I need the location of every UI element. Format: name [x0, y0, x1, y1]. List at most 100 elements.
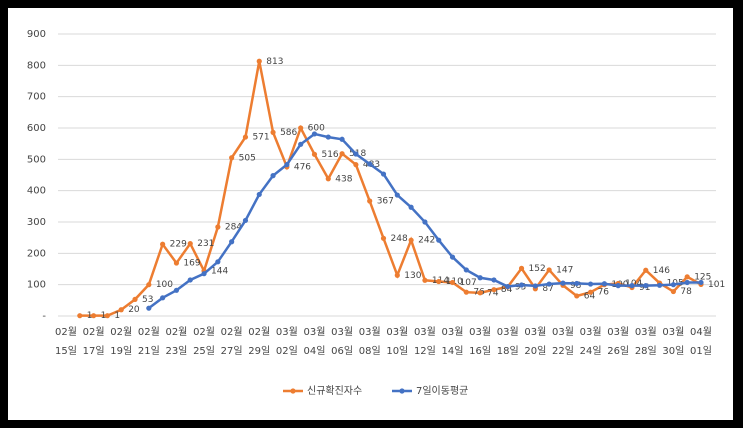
y-tick-label: 800 — [27, 60, 46, 71]
x-tick-label: 03월 20일 — [524, 326, 546, 357]
data-label: 438 — [335, 174, 352, 184]
data-label: 476 — [294, 162, 311, 172]
data-point — [201, 271, 207, 277]
data-point — [132, 296, 138, 302]
data-point — [394, 272, 400, 278]
x-tick-label: 02월 19일 — [110, 326, 132, 357]
y-tick-label: 200 — [27, 248, 46, 259]
data-point — [422, 219, 428, 225]
data-point — [91, 313, 97, 319]
y-tick-label: 700 — [27, 92, 46, 103]
data-point — [629, 283, 635, 289]
data-label: 91 — [639, 283, 650, 293]
data-point — [670, 288, 676, 295]
data-point — [298, 125, 304, 131]
data-label: 242 — [418, 236, 435, 246]
x-tick-label: 03월 28일 — [635, 326, 657, 357]
data-point — [380, 235, 387, 241]
y-tick-label: 300 — [27, 217, 46, 228]
legend-label: 신규확진자수 — [307, 385, 362, 397]
data-point — [505, 283, 511, 290]
data-label: 125 — [694, 272, 711, 282]
data-label: 84 — [501, 285, 513, 295]
legend-marker — [399, 388, 405, 394]
x-tick-label: 03월 02일 — [276, 326, 298, 357]
data-point — [353, 151, 359, 157]
chart-area — [8, 8, 733, 420]
y-tick-label: 900 — [27, 29, 46, 40]
x-tick-label: 02월 25일 — [193, 326, 215, 357]
data-point — [256, 58, 262, 64]
x-tick-label: 03월 12일 — [414, 326, 436, 357]
data-point — [339, 151, 345, 157]
data-point — [270, 129, 276, 135]
data-point — [684, 274, 690, 280]
data-point — [325, 176, 331, 182]
x-tick-label: 03월 18일 — [497, 326, 519, 357]
x-tick-label: 03월 04일 — [304, 326, 326, 357]
x-tick-label: 02월 21일 — [138, 326, 160, 357]
data-label: 284 — [225, 223, 242, 233]
data-point — [215, 259, 221, 265]
data-label: 231 — [197, 239, 214, 249]
x-tick-label: 03월 14일 — [442, 326, 464, 357]
data-point — [311, 151, 318, 157]
data-point — [587, 289, 594, 295]
x-tick-label: 03월 16일 — [469, 326, 491, 357]
data-point — [436, 278, 442, 285]
data-label: 74 — [487, 288, 499, 298]
data-label: 248 — [391, 234, 408, 244]
data-point — [367, 161, 373, 167]
x-tick-label: 02월 27일 — [221, 326, 243, 357]
data-point — [615, 283, 621, 289]
data-point — [491, 277, 497, 283]
data-point — [684, 279, 690, 286]
x-tick-label: 03월 22일 — [552, 326, 574, 357]
data-point — [670, 282, 676, 288]
x-tick-label: 03월 30일 — [662, 326, 684, 357]
data-label: 107 — [460, 278, 477, 288]
x-tick-label: 03월 10일 — [386, 326, 408, 357]
data-label: 813 — [266, 57, 283, 67]
data-point — [463, 289, 469, 295]
series-line — [79, 61, 702, 317]
x-tick-label: 03월 24일 — [580, 326, 602, 357]
data-label: 100 — [156, 280, 173, 290]
data-point — [339, 136, 345, 142]
data-point — [187, 277, 193, 283]
data-point — [698, 279, 704, 286]
data-point — [518, 265, 525, 271]
data-point — [491, 287, 497, 293]
data-label: 20 — [128, 305, 140, 315]
data-label: 64 — [584, 291, 596, 301]
data-point — [394, 192, 400, 198]
data-point — [242, 217, 249, 224]
data-point — [118, 307, 124, 313]
data-label: 516 — [321, 150, 338, 160]
data-label: 1 — [114, 311, 120, 321]
data-point — [574, 280, 580, 287]
x-tick-label: 03월 26일 — [607, 326, 629, 357]
x-tick-label: 03월 08일 — [359, 326, 381, 357]
data-label: 152 — [529, 264, 546, 274]
data-point — [242, 134, 249, 140]
data-point — [518, 282, 525, 288]
data-point — [449, 254, 456, 260]
data-label: 147 — [556, 265, 573, 275]
data-point — [560, 280, 566, 286]
data-point — [256, 191, 262, 198]
data-point — [77, 313, 83, 319]
data-point — [436, 237, 442, 243]
data-point — [532, 283, 538, 289]
data-label: 571 — [252, 133, 269, 143]
data-point — [546, 281, 552, 287]
data-point — [408, 204, 414, 210]
data-point — [477, 275, 483, 281]
data-point — [325, 134, 331, 140]
y-tick-label: 400 — [27, 186, 46, 197]
data-point — [408, 237, 414, 243]
y-tick-label: - — [42, 311, 46, 322]
data-label: 130 — [404, 271, 421, 281]
